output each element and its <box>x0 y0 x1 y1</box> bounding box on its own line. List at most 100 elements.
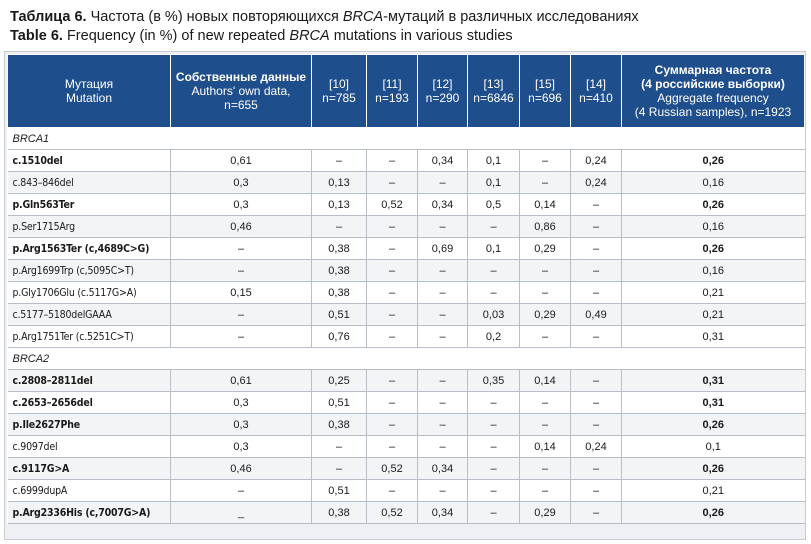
value-cell: – <box>170 237 312 260</box>
value-cell: 0,1 <box>467 171 520 194</box>
mutation-cell: c.6999dupA <box>7 479 171 502</box>
value-cell: 0,34 <box>417 193 468 216</box>
value-cell: – <box>366 435 418 458</box>
value-cell: 0,3 <box>170 391 312 414</box>
value-cell: – <box>467 435 520 458</box>
value-cell: – <box>366 479 418 502</box>
caption-ru-gene: BRCA <box>342 9 384 25</box>
value-cell: – <box>366 171 418 194</box>
caption-ru-text-pre: Частота (в %) новых повторяющихся <box>90 9 343 25</box>
mutation-cell: c.2653–2656del <box>7 391 171 414</box>
value-cell: 0,49 <box>570 303 622 326</box>
value-cell: 0,24 <box>570 171 622 194</box>
aggregate-cell: 0,26 <box>621 149 805 172</box>
aggregate-cell: 0,21 <box>621 479 805 502</box>
value-cell: 0,38 <box>311 281 367 304</box>
value-cell: 0,13 <box>311 171 367 194</box>
header-study: [10] n=785 <box>311 54 367 128</box>
header-own-n: n=655 <box>224 98 258 112</box>
table-row: c.6999dupA –0,51– – – – –0,21 <box>7 479 805 502</box>
table-row: p.Gly1706Glu (c.5117G>A) 0,15 0,38– – – – –0,2… <box>7 281 805 304</box>
value-cell: – <box>417 479 468 502</box>
value-cell: 0,38 <box>311 259 367 282</box>
value-cell: 0,29 <box>519 303 571 326</box>
value-cell: 0,86 <box>519 215 571 238</box>
value-cell: – <box>417 413 468 436</box>
header-study-n: n=696 <box>528 91 562 105</box>
header-aggregate-ru2: (4 российские выборки) <box>641 77 785 91</box>
header-study-ref: [13] <box>483 77 504 91</box>
header-study-ref: [11] <box>382 77 402 91</box>
value-cell: 0,2 <box>467 325 520 348</box>
value-cell: – <box>570 281 622 304</box>
value-cell: – <box>366 325 418 348</box>
header-study-n: n=290 <box>425 91 460 105</box>
value-cell: – <box>570 237 622 260</box>
header-own-data: Собственные данные Authors' own data, n=… <box>170 54 312 128</box>
value-cell: – <box>519 479 571 502</box>
aggregate-cell: 0,26 <box>621 413 805 436</box>
header-study: [12] n=290 <box>417 54 468 128</box>
value-cell: 0,52 <box>366 193 418 216</box>
value-cell: 0,46 <box>170 215 312 238</box>
table-row: c.1510del 0,61– –0,34 0,1–0,24 0,26 <box>7 149 805 172</box>
value-cell: – <box>170 325 312 348</box>
value-cell: – <box>417 281 468 304</box>
table-row: c.843–846del 0,3 0,13– –0,1–0,24 0,16 <box>7 171 805 194</box>
value-cell: 0,3 <box>170 413 312 436</box>
mutation-cell: c.9097del <box>7 435 171 458</box>
value-cell: 0,14 <box>519 193 571 216</box>
aggregate-cell: 0,16 <box>621 259 805 282</box>
mutation-cell: p.Gly1706Glu (c.5117G>A) <box>7 281 171 304</box>
value-cell: 0,15 <box>170 281 312 304</box>
value-cell: – <box>366 369 418 392</box>
value-cell: – <box>467 501 520 524</box>
value-cell: 0,25 <box>311 369 367 392</box>
value-cell: 0,3 <box>170 435 312 458</box>
table-row: c.9117G>A 0,46–0,52 0,34– – –0,26 <box>7 457 805 480</box>
value-cell: – <box>570 501 622 524</box>
table-row: p.Ser1715Arg 0,46– – – –0,86–0,16 <box>7 215 805 238</box>
header-study-n: n=193 <box>375 91 409 105</box>
value-cell: – <box>417 259 468 282</box>
header-study-n: n=6846 <box>473 91 514 105</box>
caption-ru: Таблица 6. Частота (в %) новых повторяющ… <box>10 8 805 27</box>
caption-en-text-post: mutations in various studies <box>329 28 513 44</box>
value-cell: – <box>417 369 468 392</box>
value-cell: – <box>366 303 418 326</box>
mutation-cell: p.Arg1699Trp (c,5095C>T) <box>7 259 171 282</box>
value-cell: – <box>366 413 418 436</box>
caption-ru-text-post: -мутаций в различных исследованиях <box>383 9 639 25</box>
value-cell: – <box>467 215 520 238</box>
table-row: p.Arg1563Ter (c,4689C>G) –0,38–0,69 0,1 0,2… <box>7 237 805 260</box>
value-cell: _ <box>170 501 312 524</box>
header-study-ref: [12] <box>432 77 453 91</box>
value-cell: – <box>311 215 367 238</box>
mutation-cell: c.9117G>A <box>7 457 171 480</box>
value-cell: 0,38 <box>311 413 367 436</box>
value-cell: 0,52 <box>366 457 418 480</box>
value-cell: 0,13 <box>311 193 367 216</box>
header-aggregate: Суммарная частота (4 российские выборки)… <box>621 54 805 128</box>
value-cell: 0,29 <box>519 501 571 524</box>
table-row: p.Arg1751Ter (c.5251C>T) –0,76– –0,2– –0,31 <box>7 325 805 348</box>
value-cell: – <box>519 413 571 436</box>
value-cell: 0,51 <box>311 479 367 502</box>
header-study: [15] n=696 <box>519 54 571 128</box>
value-cell: 0,38 <box>311 237 367 260</box>
header-aggregate-ru1: Суммарная частота <box>654 63 772 77</box>
value-cell: 0,3 <box>170 171 312 194</box>
value-cell: – <box>366 281 418 304</box>
value-cell: – <box>519 457 571 480</box>
header-mutation-en: Mutation <box>65 91 113 105</box>
value-cell: 0,61 <box>170 369 312 392</box>
value-cell: – <box>570 457 622 480</box>
header-study-n: n=410 <box>579 91 613 105</box>
aggregate-cell: 0,26 <box>621 501 805 524</box>
value-cell: 0,34 <box>417 457 468 480</box>
caption-en: Table 6. Frequency (in %) of new repeate… <box>10 27 805 46</box>
value-cell: 0,5 <box>467 193 520 216</box>
mutation-cell: c.843–846del <box>7 171 171 194</box>
value-cell: – <box>467 281 520 304</box>
header-aggregate-en2: (4 Russian samples), n=1923 <box>634 105 792 119</box>
